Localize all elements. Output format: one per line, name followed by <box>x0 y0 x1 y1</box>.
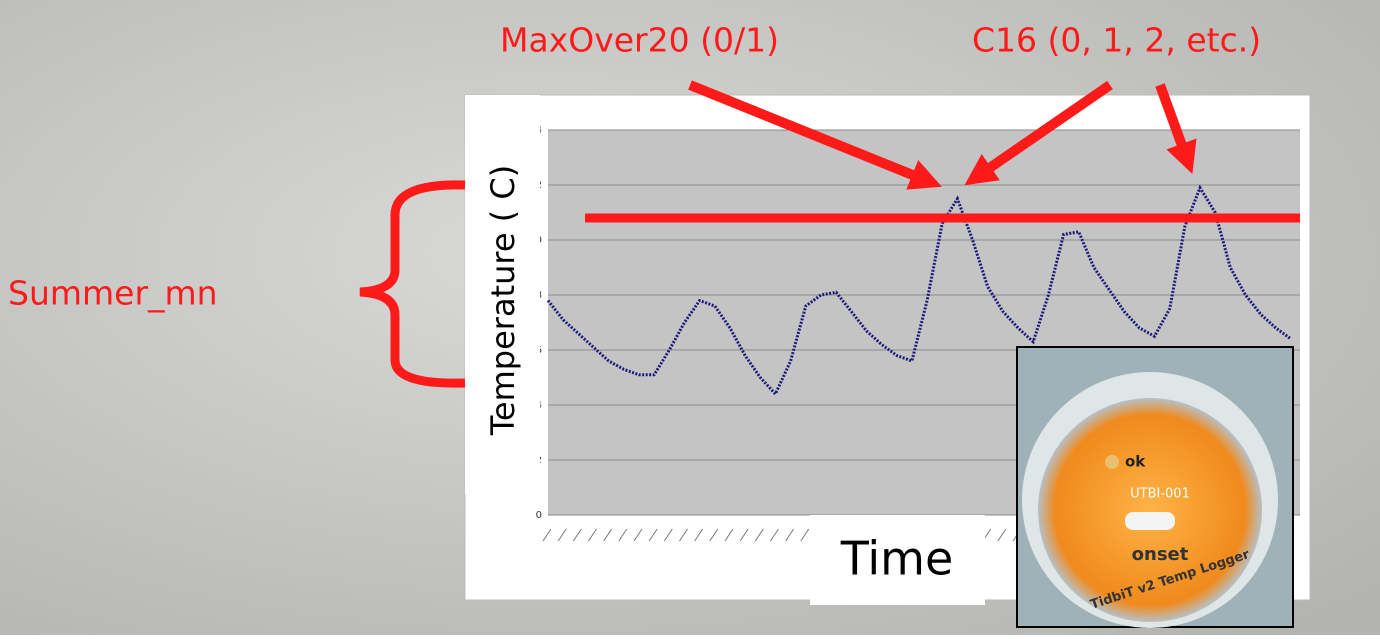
device-text: onset <box>1132 544 1189 565</box>
page: 02468101214 Temperature ( C) Time MaxOve… <box>0 0 1380 635</box>
annotation: C16 (0, 1, 2, etc.) <box>972 21 1261 60</box>
x-axis-label: Time <box>840 532 954 586</box>
inset-photo: ok UTBI-001 onset TidbiT v2 Temp Logger <box>1017 347 1293 628</box>
y-tick-label: 0 <box>536 510 542 521</box>
annotation: Summer_mn <box>8 274 218 313</box>
device-text: UTBI-001 <box>1130 487 1190 502</box>
led <box>1105 455 1119 469</box>
slide: 02468101214 Temperature ( C) Time MaxOve… <box>0 0 1380 635</box>
y-axis-label: Temperature ( C) <box>484 165 522 436</box>
device-text: ok <box>1125 453 1146 471</box>
device-window <box>1125 512 1175 530</box>
annotation: MaxOver20 (0/1) <box>500 21 779 60</box>
